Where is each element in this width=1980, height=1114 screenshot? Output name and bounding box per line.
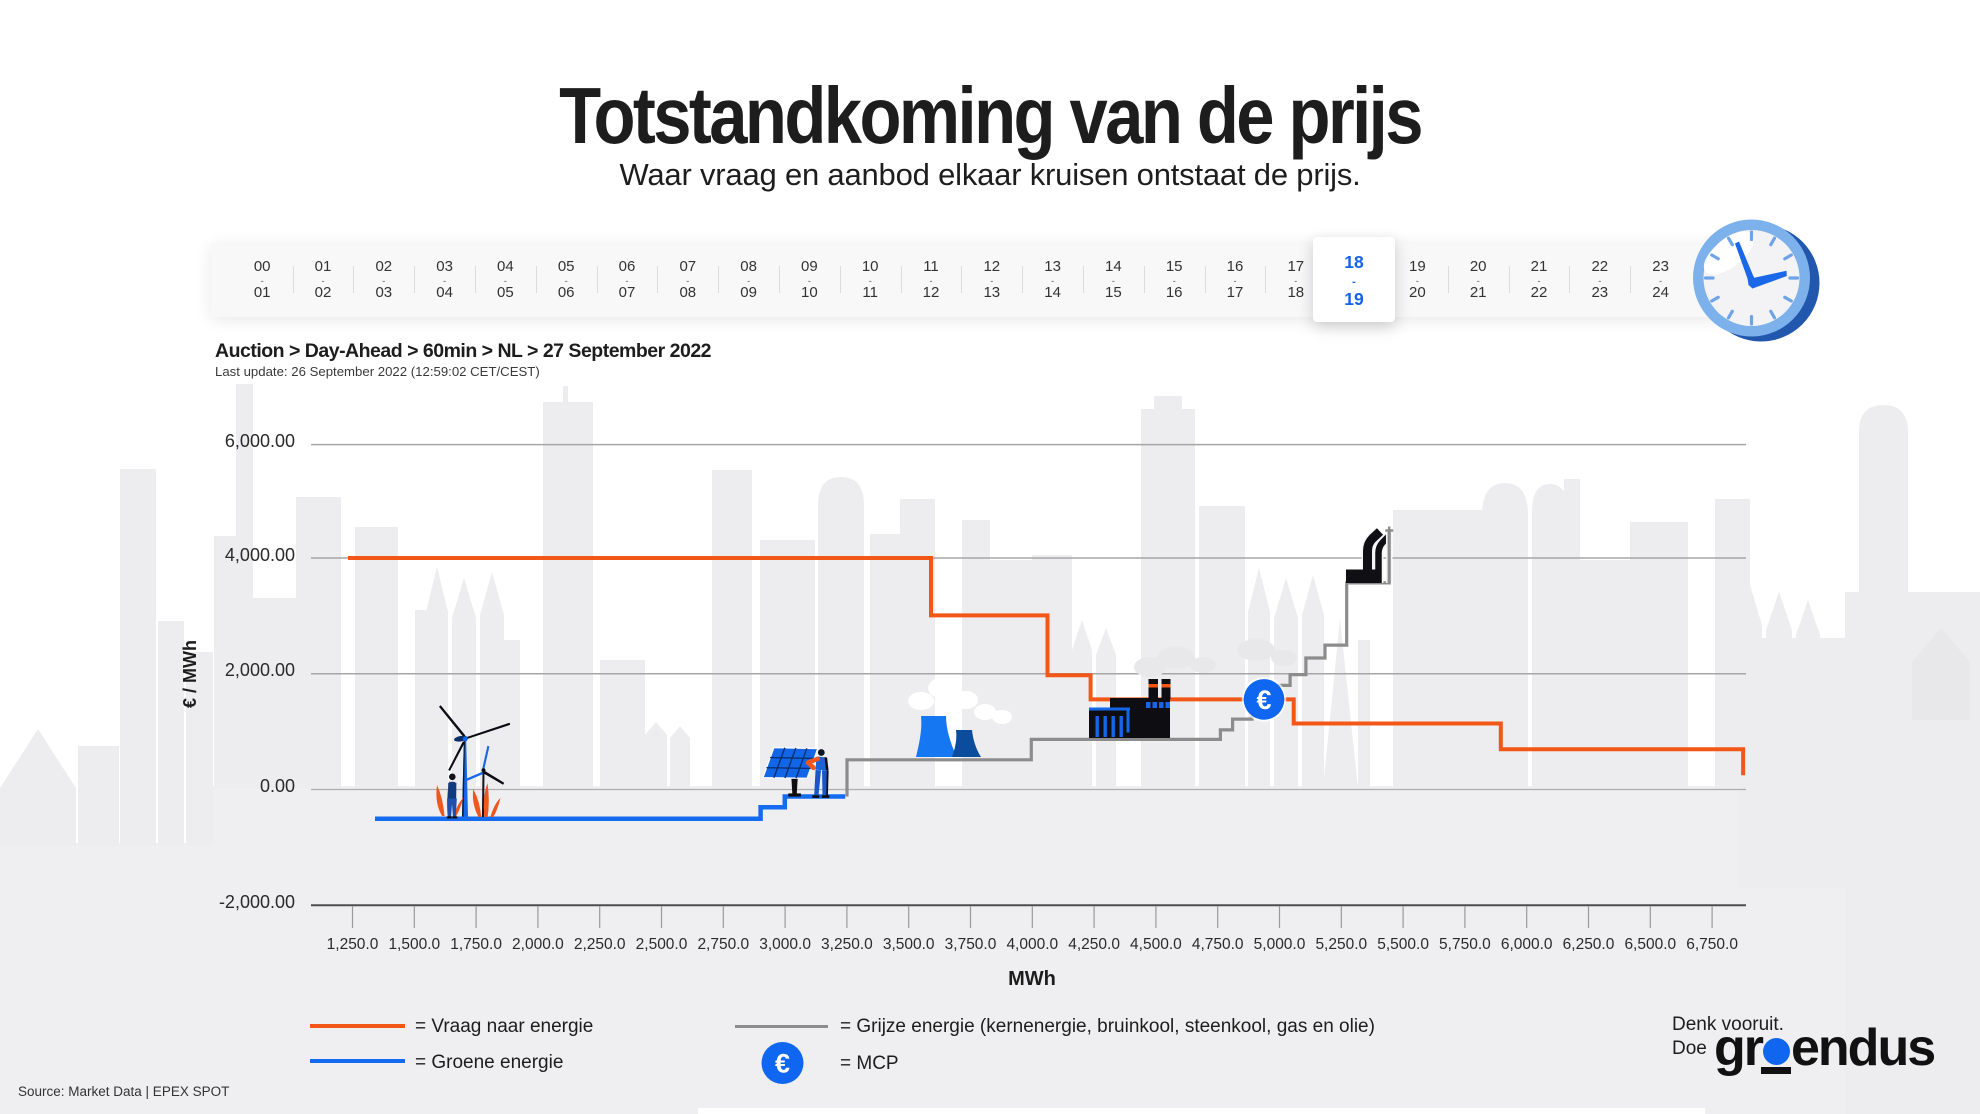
svg-text:€: € <box>775 1049 790 1079</box>
svg-text:€: € <box>1256 685 1271 715</box>
